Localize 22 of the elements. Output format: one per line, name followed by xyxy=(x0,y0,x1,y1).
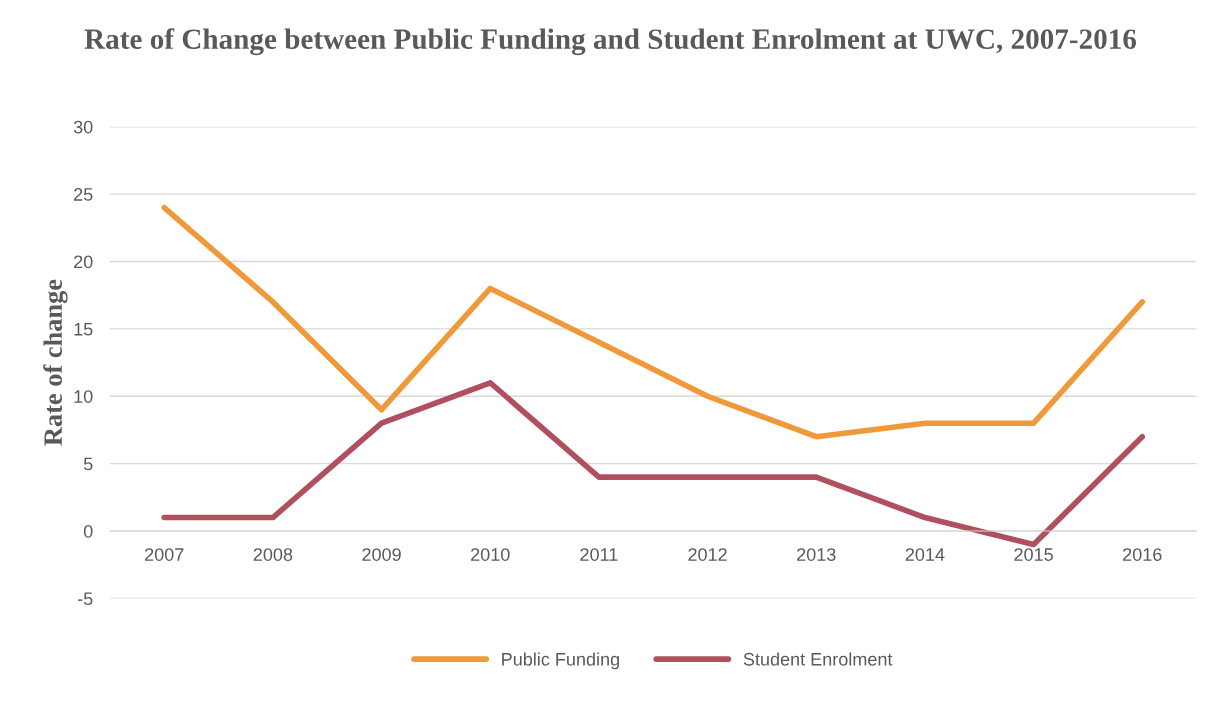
y-axis-title: Rate of change xyxy=(43,279,68,446)
x-tick-label: 2007 xyxy=(145,548,184,561)
x-tick-label: 2010 xyxy=(471,548,510,561)
x-tick-label: 2009 xyxy=(362,548,401,561)
y-tick-label: 30 xyxy=(73,120,93,134)
x-tick-label: 2011 xyxy=(580,548,618,561)
y-tick-label: 5 xyxy=(83,457,93,471)
x-tick-label: 2013 xyxy=(797,548,836,561)
legend-label: Student Enrolment xyxy=(743,652,893,666)
y-tick-label: -5 xyxy=(77,592,93,606)
x-tick-label: 2008 xyxy=(253,548,293,561)
y-tick-label: 20 xyxy=(74,255,93,269)
x-tick-label: 2016 xyxy=(1123,548,1162,561)
legend-label: Public Funding xyxy=(502,652,619,670)
y-tick-label: 0 xyxy=(83,524,93,538)
x-tick-label: 2014 xyxy=(905,548,945,561)
y-tick-label: 10 xyxy=(74,390,93,403)
x-tick-label: 2012 xyxy=(688,548,727,561)
y-tick-label: 25 xyxy=(74,188,93,201)
x-tick-label: 2015 xyxy=(1014,548,1053,561)
y-tick-label: 15 xyxy=(74,322,93,336)
chart-title: Rate of Change between Public Funding and Student Enrolment at UWC, 2007-2016 xyxy=(84,28,1137,56)
